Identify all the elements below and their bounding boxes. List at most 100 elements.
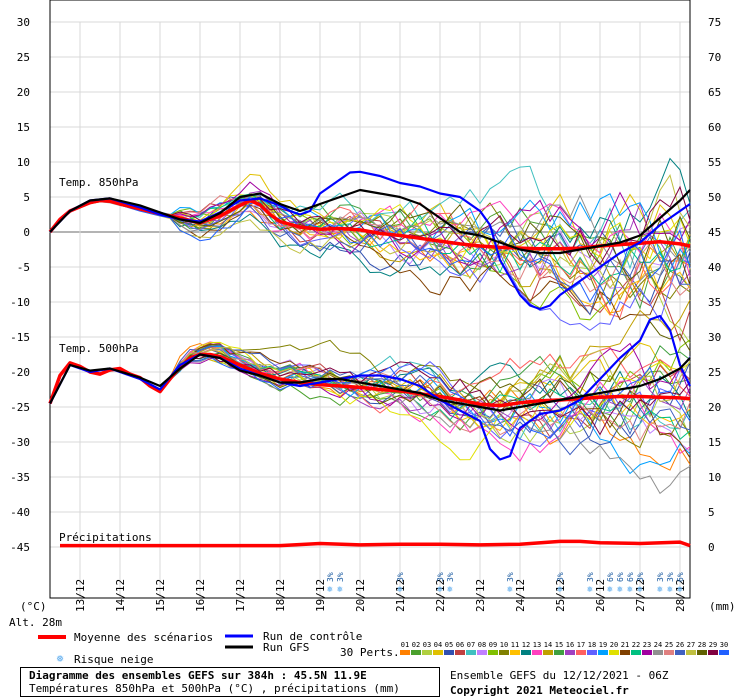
snow-pct-label: 3%: [436, 572, 445, 582]
chart-info-box: Diagramme des ensembles GEFS sur 384h : …: [20, 667, 440, 697]
legend-pert-swatch: [477, 650, 487, 655]
legend-pert-id: 02: [412, 641, 420, 649]
legend-pert-swatch: [444, 650, 454, 655]
y-right-tick-label: 30: [708, 331, 721, 344]
y-right-tick-label: 45: [708, 226, 721, 239]
legend-mean-label: Moyenne des scénarios: [74, 631, 213, 644]
copyright-label: Copyright 2021 Meteociel.fr: [450, 684, 629, 697]
legend-pert-swatch: [587, 650, 597, 655]
legend-pert-id: 30: [720, 641, 728, 649]
snow-flake-icon: ❅: [447, 584, 453, 595]
y-left-tick-label: -15: [10, 331, 30, 344]
snow-pct-label: 6%: [626, 572, 635, 582]
legend-pert-id: 29: [709, 641, 717, 649]
legend-control-label: Run de contrôle: [263, 630, 362, 643]
legend-pert-id: 11: [511, 641, 519, 649]
legend-pert-swatch: [664, 650, 674, 655]
legend-pert-id: 12: [522, 641, 530, 649]
y-right-tick-label: 65: [708, 86, 721, 99]
snow-pct-label: 3%: [656, 572, 665, 582]
legend-pert-id: 26: [676, 641, 684, 649]
y-left-tick-label: -20: [10, 366, 30, 379]
y-right-tick-label: 40: [708, 261, 721, 274]
run-info: Ensemble GEFS du 12/12/2021 - 06Z Copyri…: [450, 668, 730, 698]
gfs-line-500hPa: [49, 353, 691, 412]
y-left-tick-label: -35: [10, 471, 30, 484]
legend-pert-swatch: [411, 650, 421, 655]
x-tick-label: 26/12: [594, 579, 607, 612]
legend-pert-id: 22: [632, 641, 640, 649]
y-right-tick-label: 55: [708, 156, 721, 169]
main-series-lines: [48, 170, 691, 548]
x-tick-label: 18/12: [274, 579, 287, 612]
legend-perts-label: 30 Perts.: [340, 646, 400, 659]
legend-snow-icon: ❅: [56, 651, 63, 665]
legend-pert-swatch: [521, 650, 531, 655]
y-left-tick-label: -10: [10, 296, 30, 309]
legend-pert-id: 05: [445, 641, 453, 649]
legend-pert-swatch: [499, 650, 509, 655]
snow-pct-label: 6%: [616, 572, 625, 582]
legend-pert-swatch: [433, 650, 443, 655]
legend-pert-swatch: [642, 650, 652, 655]
legend-pert-id: 07: [467, 641, 475, 649]
y-left-tick-label: 20: [17, 86, 30, 99]
y-right-tick-label: 5: [708, 506, 715, 519]
legend-pert-swatch: [620, 650, 630, 655]
snow-pct-label: 6%: [606, 572, 615, 582]
snow-flake-icon: ❅: [627, 584, 633, 595]
legend-pert-id: 03: [423, 641, 431, 649]
x-tick-label: 22/12: [434, 579, 447, 612]
legend-pert-swatch: [653, 650, 663, 655]
legend-pert-id: 06: [456, 641, 464, 649]
x-tick-label: 20/12: [354, 579, 367, 612]
legend-pert-swatch: [422, 650, 432, 655]
altitude-label: Alt. 28m: [9, 616, 62, 629]
y-left-tick-label: 0: [23, 226, 30, 239]
snow-flake-icon: ❅: [637, 584, 643, 595]
chart-subtitle: Températures 850hPa et 500hPa (°C) , pré…: [29, 682, 400, 695]
y-left-tick-label: 25: [17, 51, 30, 64]
legend-pert-swatch: [675, 650, 685, 655]
y-right-tick-label: 50: [708, 191, 721, 204]
legend-pert-swatch: [708, 650, 718, 655]
snow-flake-icon: ❅: [587, 584, 593, 595]
y-left-tick-label: -30: [10, 436, 30, 449]
legend-pert-swatch: [400, 650, 410, 655]
snow-flake-icon: ❅: [657, 584, 663, 595]
y-right-unit: (mm): [709, 600, 736, 613]
legend-pert-swatch: [543, 650, 553, 655]
legend-pert-id: 17: [577, 641, 585, 649]
run-label: Ensemble GEFS du 12/12/2021 - 06Z: [450, 669, 669, 682]
legend-pert-swatch: [576, 650, 586, 655]
snow-pct-label: 3%: [556, 572, 565, 582]
t500-label: Temp. 500hPa: [59, 342, 138, 355]
y-left-tick-label: -40: [10, 506, 30, 519]
control-line-500hPa: [49, 314, 691, 461]
y-axis-left: 30 25 20 15 10 5 0 -5 -10 -15 -20 -25 -30 -35 -40 -45: [10, 16, 30, 554]
x-tick-label: 28/12: [674, 579, 687, 612]
legend-pert-id: 27: [687, 641, 695, 649]
y-left-tick-label: -5: [17, 261, 30, 274]
y-left-tick-label: 30: [17, 16, 30, 29]
snow-pct-label: 3%: [586, 572, 595, 582]
snow-flake-icon: ❅: [397, 584, 403, 595]
x-tick-label: 13/12: [74, 579, 87, 612]
y-right-tick-label: 0: [708, 541, 715, 554]
legend: Moyenne des scénarios Run de contrôleRun …: [38, 630, 729, 666]
legend-pert-swatch: [719, 650, 729, 655]
legend-pert-swatch: [598, 650, 608, 655]
legend-pert-swatch: [609, 650, 619, 655]
x-tick-label: 19/12: [314, 579, 327, 612]
snow-flake-icon: ❅: [507, 584, 513, 595]
legend-pert-id: 21: [621, 641, 629, 649]
legend-pert-id: 15: [555, 641, 563, 649]
pert-line-850: [49, 200, 691, 306]
y-right-tick-label: 25: [708, 366, 721, 379]
x-tick-label: 27/12: [634, 579, 647, 612]
snow-flake-icon: ❅: [617, 584, 623, 595]
snow-pct-label: 6%: [676, 572, 685, 582]
y-right-tick-label: 10: [708, 471, 721, 484]
